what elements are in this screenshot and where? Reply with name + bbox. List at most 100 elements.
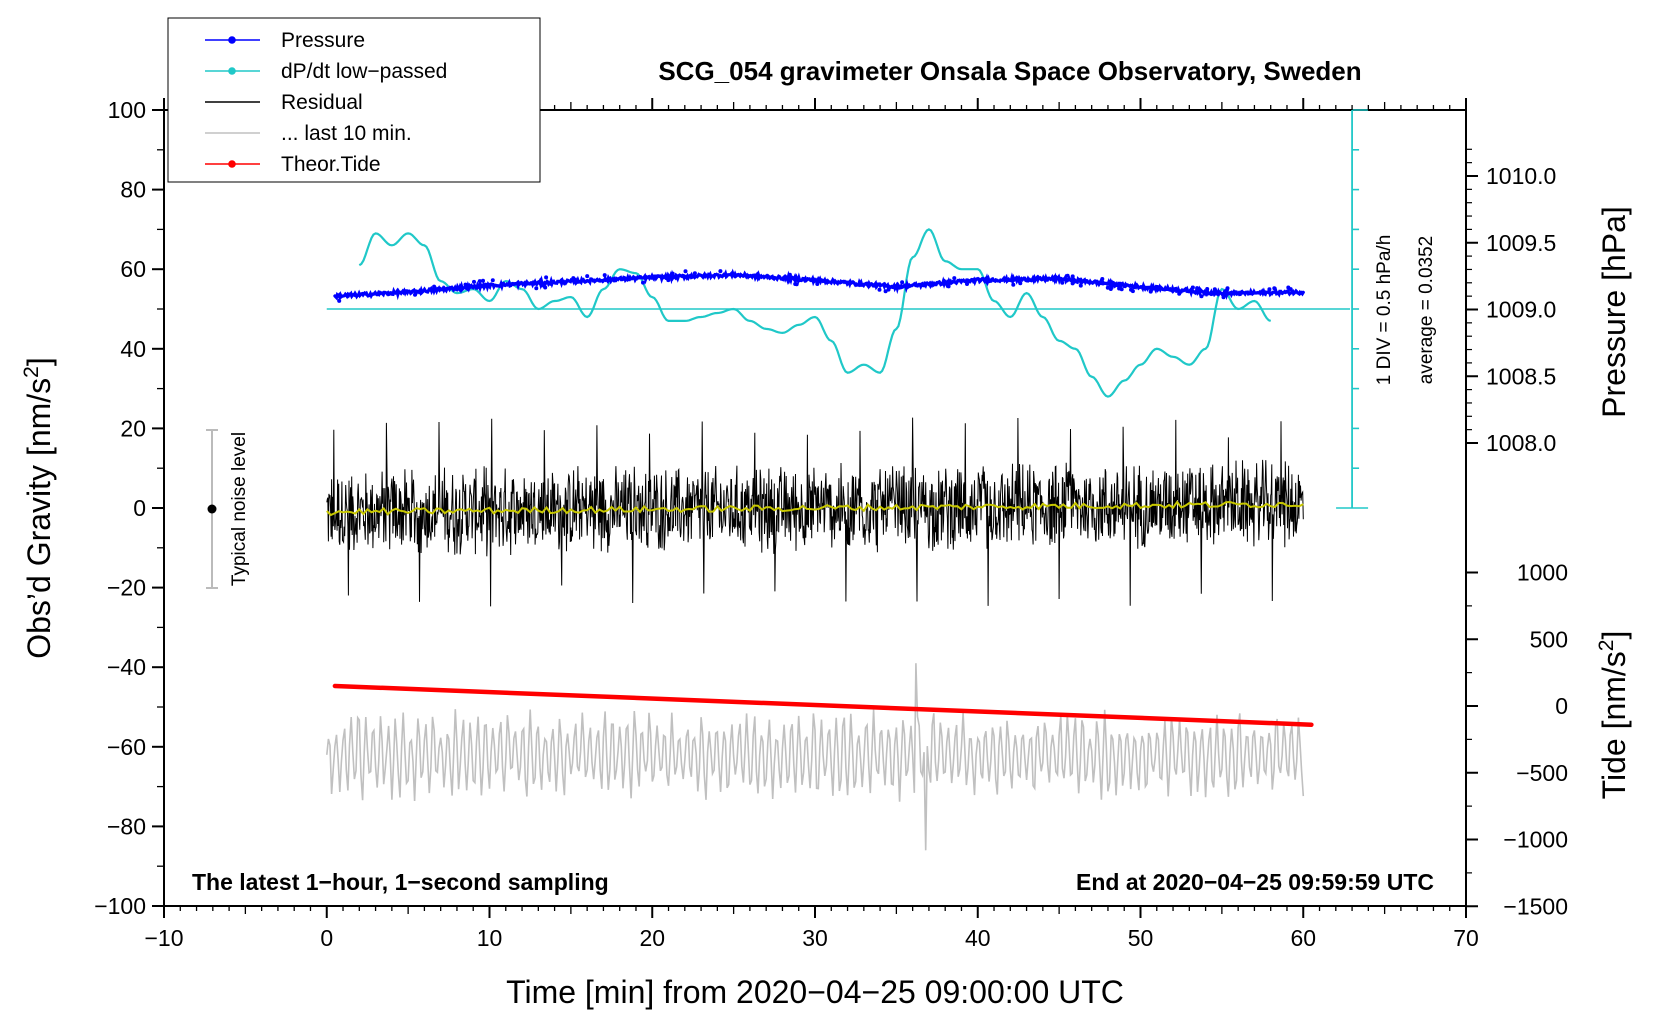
pressure-point (877, 287, 882, 292)
legend-swatch-dot (228, 160, 236, 168)
legend-label: dP/dt low−passed (281, 60, 447, 83)
x-tick-label: 30 (802, 925, 828, 951)
pressure-point (666, 278, 671, 283)
x-axis-title: Time [min] from 2020−04−25 09:00:00 UTC (506, 974, 1124, 1010)
residual-series (326, 417, 1304, 607)
y-tick-label: −100 (94, 893, 146, 919)
noise-bar (206, 429, 218, 589)
pressure-point (946, 284, 951, 289)
pressure-point (641, 280, 645, 285)
pressure-point (692, 271, 697, 276)
pressure-point (477, 279, 482, 284)
x-tick-label: 10 (477, 925, 503, 951)
y-axis-title: Obs’d Gravity [nm/s2] (20, 357, 57, 659)
pressure-point (463, 282, 468, 287)
pressure-point (432, 284, 437, 289)
tide-tick-labels: 1000 500 0 −500 −1000 −1500 (1503, 560, 1568, 920)
y-tick-label: 100 (108, 97, 146, 123)
x-tick-label: 70 (1453, 925, 1479, 951)
pressure-point (1018, 281, 1023, 286)
legend-label: Theor.Tide (281, 153, 381, 176)
pressure-series (333, 268, 1305, 303)
legend: Pressure dP/dt low−passed Residual ... last… (205, 29, 447, 176)
y-axis-title-sup: 2 (20, 366, 43, 378)
y-tick-label: 0 (133, 495, 146, 521)
pressure-point (1070, 281, 1075, 286)
legend-box (167, 17, 541, 183)
pressure-point (718, 269, 723, 274)
tide-axis-title-tail: ] (1596, 631, 1632, 640)
div-label: 1 DIV = 0.5 hPa/h (1374, 235, 1395, 386)
residual-smoothed-line (326, 500, 1304, 517)
pressure-point (1100, 277, 1105, 281)
pressure-point (1148, 289, 1153, 294)
tide-tick-label: −1500 (1503, 893, 1568, 919)
pressure-point (544, 275, 549, 280)
pressure-point (883, 289, 888, 294)
pressure-point (1221, 295, 1226, 300)
pressure-tick-label: 1008.5 (1486, 363, 1556, 389)
y-tick-label: 80 (120, 177, 146, 203)
tide-tick-label: 0 (1555, 693, 1568, 719)
pressure-point (1078, 283, 1083, 288)
tide-axis-title-sup: 2 (1595, 640, 1618, 652)
tide-tick-label: 1000 (1517, 560, 1568, 586)
tide-tick-label: −1000 (1503, 827, 1568, 853)
pressure-point (1117, 286, 1122, 291)
end-time-note: End at 2020−04−25 09:59:59 UTC (1076, 869, 1434, 895)
noise-label: Typical noise level (229, 432, 250, 586)
pressure-point (1199, 294, 1204, 299)
pressure-point (1108, 287, 1113, 291)
legend-label: ... last 10 min. (281, 122, 412, 145)
legend-swatch-dot (228, 67, 236, 75)
pressure-point (534, 286, 539, 291)
pressure-point (1070, 274, 1075, 279)
tide-axis-title: Tide [nm/s2] (1595, 631, 1632, 800)
pressure-point (571, 276, 576, 281)
x-tick-label: 60 (1290, 925, 1316, 951)
pressure-point (815, 282, 820, 286)
pressure-point (1286, 285, 1291, 290)
tide-tick-label: 500 (1530, 626, 1568, 652)
x-tick-label: 40 (965, 925, 991, 951)
chart-title: SCG_054 gravimeter Onsala Space Observat… (658, 56, 1361, 86)
y-tick-label: 60 (120, 256, 146, 282)
pressure-point (1267, 287, 1272, 292)
axis-ticks (152, 98, 1478, 918)
y-tick-label: −40 (107, 654, 146, 680)
pressure-point (900, 280, 905, 285)
residual-line (326, 417, 1304, 607)
dpdt-series (326, 228, 1350, 398)
theor-tide-series (332, 683, 1314, 727)
pressure-point (1272, 286, 1277, 291)
pressure-point (602, 273, 607, 278)
pressure-point (1225, 286, 1230, 291)
pressure-axis-title: Pressure [hPa] (1596, 206, 1632, 418)
tide-line (332, 683, 1314, 727)
pressure-point (337, 298, 342, 303)
pressure-point (787, 272, 792, 277)
last10-series (326, 663, 1305, 851)
pressure-tick-label: 1009.5 (1486, 230, 1556, 256)
pressure-point (1065, 273, 1070, 278)
y-tick-label: 40 (120, 336, 146, 362)
pressure-point (1177, 291, 1182, 296)
pressure-point (472, 279, 476, 284)
y-axis-title-tail: ] (21, 357, 57, 366)
dpdt-line (358, 228, 1272, 398)
sampling-note: The latest 1−hour, 1−second sampling (192, 869, 609, 895)
x-tick-label: 0 (320, 925, 333, 951)
pressure-point (965, 282, 969, 286)
pressure-point (490, 278, 495, 283)
x-tick-label: −10 (144, 925, 183, 951)
pressure-point (1212, 287, 1217, 292)
pressure-tick-labels: 1008.0 1008.5 1009.0 1009.5 1010.0 (1486, 163, 1556, 456)
x-tick-labels: −10 0 10 20 30 40 50 60 70 (144, 925, 1478, 951)
pressure-point (413, 292, 417, 297)
pressure-point (585, 274, 590, 279)
y-tick-label: −80 (107, 813, 146, 839)
pressure-point (1195, 286, 1200, 291)
pressure-point (952, 276, 957, 281)
x-tick-label: 20 (639, 925, 665, 951)
